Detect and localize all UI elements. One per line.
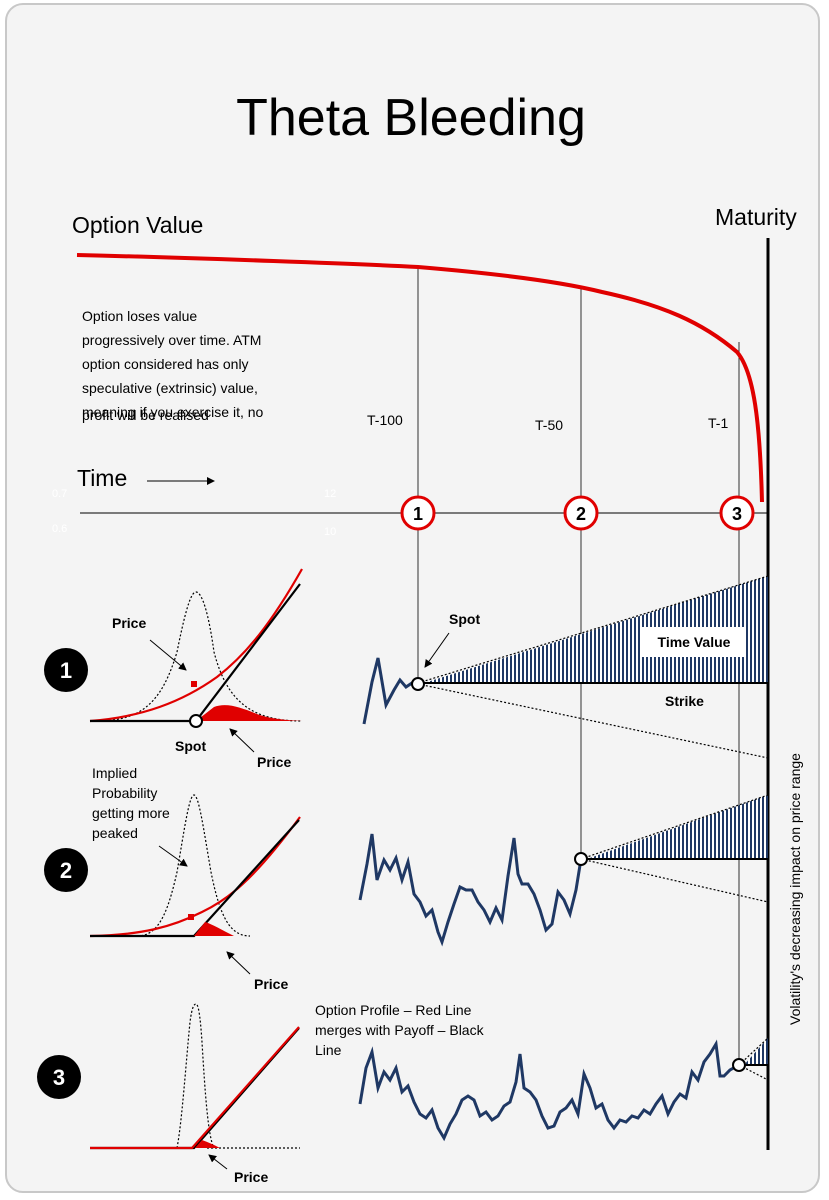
- p1-cone-lower: [417, 683, 769, 759]
- svg-text:0.7: 0.7: [52, 488, 67, 500]
- p1-probability-curve: [96, 591, 303, 722]
- p3-price-arrow: [208, 1154, 228, 1170]
- svg-text:1: 1: [413, 504, 423, 524]
- faint-ticks: 0.7 0.6 12 10: [52, 488, 336, 538]
- p2-spot-point: [574, 852, 588, 866]
- svg-text:progressively over time. ATM: progressively over time. ATM: [82, 332, 261, 348]
- option-value-label: Option Value: [72, 212, 203, 238]
- svg-text:Line: Line: [315, 1042, 342, 1058]
- description-text: Option loses value progressively over ti…: [82, 308, 264, 420]
- svg-text:3: 3: [53, 1065, 65, 1090]
- p2-probability-curve: [136, 794, 251, 937]
- p1-spot-label: Spot: [175, 738, 206, 754]
- p1-spot-right-arrow: [424, 632, 450, 668]
- p2-price-path: [358, 833, 583, 947]
- time-value-box: [642, 627, 746, 657]
- p2-prob-arrow: [158, 845, 188, 867]
- stage-3-badge: 3: [37, 1055, 81, 1099]
- p3-cone-upper: [738, 1037, 769, 1066]
- svg-text:getting more: getting more: [92, 805, 170, 821]
- svg-text:option considered has only: option considered has only: [82, 356, 249, 372]
- svg-text:0.6: 0.6: [52, 523, 67, 535]
- svg-text:speculative (extrinsic) value,: speculative (extrinsic) value,: [82, 380, 258, 396]
- marker-3: 3: [719, 495, 755, 531]
- p3-option-profile: [90, 1026, 300, 1150]
- p1-price-label-top: Price: [112, 615, 146, 631]
- stage-1-badge: 1: [44, 648, 88, 692]
- p1-price-label-bottom: Price: [257, 754, 291, 770]
- t100-label: T-100: [367, 412, 403, 428]
- p1-payoff: [90, 583, 301, 723]
- svg-text:2: 2: [576, 504, 586, 524]
- p1-spot-point: [189, 714, 203, 728]
- p1-price-arrow-top: [149, 639, 187, 671]
- strike-label: Strike: [665, 693, 704, 709]
- p2-cone-lower: [580, 858, 769, 903]
- p1-payoff-area: [196, 705, 302, 721]
- p3-time-value-cone: [744, 1038, 768, 1065]
- p1-spot-right-point: [411, 677, 425, 691]
- option-value-curve: [76, 253, 764, 503]
- svg-text:peaked: peaked: [92, 825, 138, 841]
- p2-price-arrow: [226, 951, 251, 975]
- p1-spot-right-label: Spot: [449, 611, 480, 627]
- p2-price-marker: [188, 914, 194, 920]
- svg-text:1: 1: [60, 658, 72, 683]
- p2-option-profile: [89, 816, 301, 938]
- t1-label: T-1: [708, 415, 728, 431]
- p3-spot-point: [732, 1058, 746, 1072]
- svg-text:3: 3: [732, 504, 742, 524]
- stage-2-badge: 2: [44, 848, 88, 892]
- p1-cone-upper: [417, 575, 769, 684]
- p3-payoff: [90, 1027, 300, 1150]
- p3-payoff-area: [195, 1140, 220, 1148]
- diagram-card: Theta Bleeding Option Value Maturity Tim…: [5, 3, 820, 1193]
- p1-price-path: [362, 657, 419, 725]
- svg-text:Option loses value: Option loses value: [82, 308, 197, 324]
- page-title: Theta Bleeding: [236, 89, 586, 147]
- svg-text:meaning if you exercise it, no: meaning if you exercise it, no: [82, 404, 264, 420]
- p3-price-path: [358, 1039, 740, 1142]
- marker-2: 2: [563, 495, 599, 531]
- svg-text:Option Profile – Red Line: Option Profile – Red Line: [315, 1002, 472, 1018]
- implied-probability-text: Implied Probability getting more peaked: [92, 765, 170, 841]
- p1-price-arrow-bottom: [229, 728, 255, 753]
- svg-text:merges with Payoff – Black: merges with Payoff – Black: [315, 1022, 485, 1038]
- marker-1: 1: [400, 495, 436, 531]
- p3-probability-curve: [176, 1003, 215, 1149]
- p2-payoff-area: [194, 922, 234, 936]
- svg-text:10: 10: [324, 526, 336, 538]
- svg-text:Probability: Probability: [92, 785, 157, 801]
- time-label: Time: [77, 465, 127, 491]
- maturity-label: Maturity: [715, 204, 797, 230]
- svg-text:2: 2: [60, 858, 72, 883]
- p2-price-label: Price: [254, 976, 288, 992]
- time-value-label: Time Value: [658, 634, 731, 650]
- option-profile-note: Option Profile – Red Line merges with Pa…: [315, 1002, 485, 1058]
- volatility-note: Volatility's decreasing impact on price …: [787, 753, 803, 1025]
- theta-diagram: Theta Bleeding Option Value Maturity Tim…: [37, 89, 803, 1185]
- p1-price-marker: [191, 681, 197, 687]
- svg-text:12: 12: [324, 488, 336, 500]
- p2-cone-upper: [580, 794, 769, 860]
- p1-option-profile: [89, 568, 303, 723]
- svg-text:Implied: Implied: [92, 765, 137, 781]
- p3-price-label: Price: [234, 1169, 268, 1185]
- description-line-6: profit will be realised: [82, 407, 209, 423]
- t50-label: T-50: [535, 417, 563, 433]
